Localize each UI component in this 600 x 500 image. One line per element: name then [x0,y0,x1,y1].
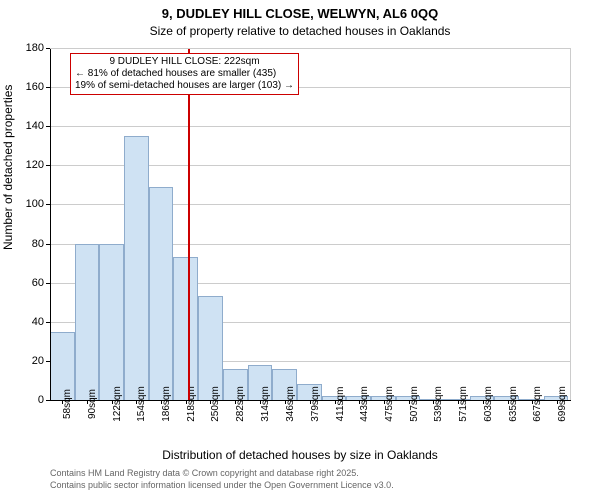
annotation-line: 9 DUDLEY HILL CLOSE: 222sqm [75,56,294,68]
x-axis-label: Distribution of detached houses by size … [0,448,600,462]
xtick-label: 186sqm [161,386,172,422]
xtick-label: 443sqm [359,386,370,422]
ytick-label: 80 [32,238,44,250]
xtick-label: 90sqm [87,389,98,419]
histogram-bar [99,244,124,400]
xtick-label: 346sqm [285,386,296,422]
ytick-label: 100 [26,198,44,210]
plot-border-top [50,48,570,49]
ytick-label: 160 [26,81,44,93]
xtick-label: 58sqm [62,389,73,419]
chart-container: 9, DUDLEY HILL CLOSE, WELWYN, AL6 0QQ Si… [0,0,600,500]
grid-line [50,126,570,127]
xtick-label: 571sqm [458,386,469,422]
ytick-label: 120 [26,159,44,171]
reference-line [188,48,190,400]
ytick-label: 60 [32,277,44,289]
footnote-line2: Contains public sector information licen… [50,480,394,490]
histogram-bar [149,187,174,400]
histogram-bar [75,244,100,400]
ytick-label: 20 [32,355,44,367]
xtick-label: 411sqm [335,387,346,422]
chart-title-line1: 9, DUDLEY HILL CLOSE, WELWYN, AL6 0QQ [0,6,600,21]
xtick-label: 635sqm [508,386,519,422]
xtick-label: 667sqm [532,386,543,422]
y-axis-label: Number of detached properties [1,85,15,250]
plot-border-bottom [50,400,571,401]
chart-title-line2: Size of property relative to detached ho… [0,24,600,38]
xtick-label: 603sqm [483,386,494,422]
xtick-label: 475sqm [384,386,395,422]
ytick-label: 180 [26,42,44,54]
xtick-label: 699sqm [557,386,568,422]
xtick-label: 379sqm [310,386,321,422]
xtick-label: 282sqm [235,386,246,422]
xtick-label: 154sqm [136,386,147,422]
plot-border-left [50,48,51,400]
xtick-label: 250sqm [210,386,221,422]
annotation-line: 19% of semi-detached houses are larger (… [75,80,294,92]
plot-area: 02040608010012014016018058sqm90sqm122sqm… [50,48,570,400]
ytick-label: 40 [32,316,44,328]
histogram-bar [124,136,149,400]
xtick-label: 539sqm [433,386,444,422]
xtick-label: 122sqm [112,386,123,422]
histogram-bar [198,296,223,400]
xtick-label: 507sqm [409,386,420,422]
histogram-bar [173,257,198,400]
annotation-line: ← 81% of detached houses are smaller (43… [75,68,294,80]
xtick-label: 314sqm [260,386,271,422]
footnote-line1: Contains HM Land Registry data © Crown c… [50,468,359,478]
annotation-box: 9 DUDLEY HILL CLOSE: 222sqm← 81% of deta… [70,53,299,95]
ytick-label: 0 [38,394,44,406]
plot-border-right [570,48,571,400]
ytick-label: 140 [26,120,44,132]
